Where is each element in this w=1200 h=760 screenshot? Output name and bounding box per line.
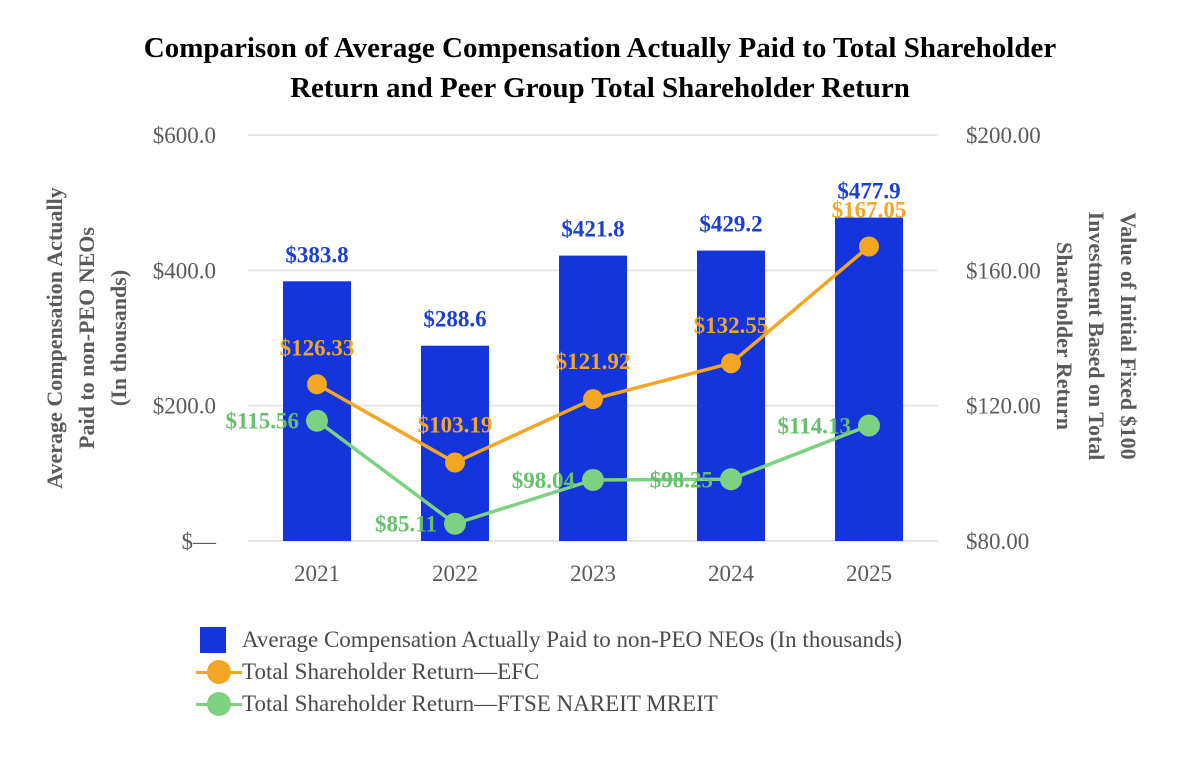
y-right-axis-title-line: Investment Based on Total bbox=[1084, 212, 1109, 461]
legend-bar-swatch bbox=[200, 627, 226, 653]
ftse-value-label: $98.04 bbox=[512, 468, 576, 493]
ftse-point-2024 bbox=[720, 468, 742, 491]
bar-2025 bbox=[835, 217, 903, 541]
legend-ftse-swatch bbox=[196, 691, 242, 717]
ftse-point-2025 bbox=[858, 414, 880, 437]
legend-item-compensation: Average Compensation Actually Paid to no… bbox=[196, 624, 902, 656]
bar-value-label: $477.9 bbox=[837, 179, 900, 204]
legend-efc-swatch bbox=[196, 659, 242, 685]
efc-value-label: $121.92 bbox=[556, 349, 631, 374]
y-left-tick-label: $400.0 bbox=[153, 258, 216, 283]
x-tick-label: 2023 bbox=[570, 561, 616, 586]
efc-point-2022 bbox=[445, 452, 465, 473]
bar-value-label: $429.2 bbox=[699, 212, 762, 237]
bar-value-label: $421.8 bbox=[561, 217, 624, 242]
y-left-tick-label: $600.0 bbox=[153, 123, 216, 148]
chart-title: Comparison of Average Compensation Actua… bbox=[0, 28, 1200, 108]
chart-title-line-2: Return and Peer Group Total Shareholder … bbox=[290, 72, 910, 104]
ftse-value-label: $85.11 bbox=[375, 512, 437, 537]
chart-title-line-1: Comparison of Average Compensation Actua… bbox=[143, 32, 1057, 64]
efc-value-label: $132.55 bbox=[694, 313, 769, 338]
legend-item-ftse: Total Shareholder Return—FTSE NAREIT MRE… bbox=[196, 688, 902, 720]
x-tick-label: 2021 bbox=[294, 561, 340, 586]
y-left-tick-label: $200.0 bbox=[153, 394, 216, 419]
ftse-value-label: $114.13 bbox=[778, 414, 851, 439]
legend-label-compensation: Average Compensation Actually Paid to no… bbox=[242, 627, 903, 652]
y-right-axis-title-line: Shareholder Return bbox=[1052, 242, 1077, 430]
bar-2024 bbox=[697, 250, 765, 542]
ftse-point-2023 bbox=[582, 468, 604, 491]
y-left-axis-title-line: Paid to non-PEO NEOs bbox=[74, 227, 99, 449]
y-left-axis-title-line: Average Compensation Actually bbox=[42, 187, 67, 488]
efc-point-2024 bbox=[721, 353, 741, 374]
efc-point-2023 bbox=[583, 389, 603, 410]
y-right-tick-label: $200.00 bbox=[966, 123, 1041, 148]
y-left-axis-title-line: (In thousands) bbox=[106, 270, 131, 406]
legend-label-efc: Total Shareholder Return—EFC bbox=[242, 659, 540, 684]
efc-value-label: $167.05 bbox=[832, 197, 907, 222]
efc-value-label: $126.33 bbox=[280, 335, 355, 360]
y-right-axis-title: Value of Initial Fixed $100 Investment Ba… bbox=[1052, 212, 1141, 461]
ftse-point-2022 bbox=[444, 512, 466, 535]
efc-point-2021 bbox=[307, 374, 327, 395]
bar-value-label: $383.8 bbox=[285, 242, 348, 267]
ftse-value-label: $115.56 bbox=[226, 409, 299, 434]
x-tick-label: 2025 bbox=[846, 561, 892, 586]
x-tick-label: 2022 bbox=[432, 561, 478, 586]
y-left-axis-title: Average Compensation Actually Paid to non… bbox=[42, 187, 131, 488]
x-tick-label: 2024 bbox=[708, 561, 755, 586]
ftse-point-2021 bbox=[306, 409, 328, 432]
legend-item-efc: Total Shareholder Return—EFC bbox=[196, 656, 902, 688]
legend: Average Compensation Actually Paid to no… bbox=[196, 624, 902, 720]
y-right-tick-label: $120.00 bbox=[966, 394, 1041, 419]
legend-label-ftse: Total Shareholder Return—FTSE NAREIT MRE… bbox=[242, 691, 718, 716]
ftse-value-label: $98.25 bbox=[650, 467, 713, 492]
efc-value-label: $103.19 bbox=[418, 413, 493, 438]
y-right-axis-title-line: Value of Initial Fixed $100 bbox=[1116, 212, 1141, 459]
efc-point-2025 bbox=[859, 236, 879, 257]
y-left-tick-label: $— bbox=[182, 529, 218, 554]
y-right-tick-label: $160.00 bbox=[966, 258, 1041, 283]
bar-value-label: $288.6 bbox=[423, 307, 486, 332]
y-right-tick-label: $80.00 bbox=[966, 529, 1029, 554]
